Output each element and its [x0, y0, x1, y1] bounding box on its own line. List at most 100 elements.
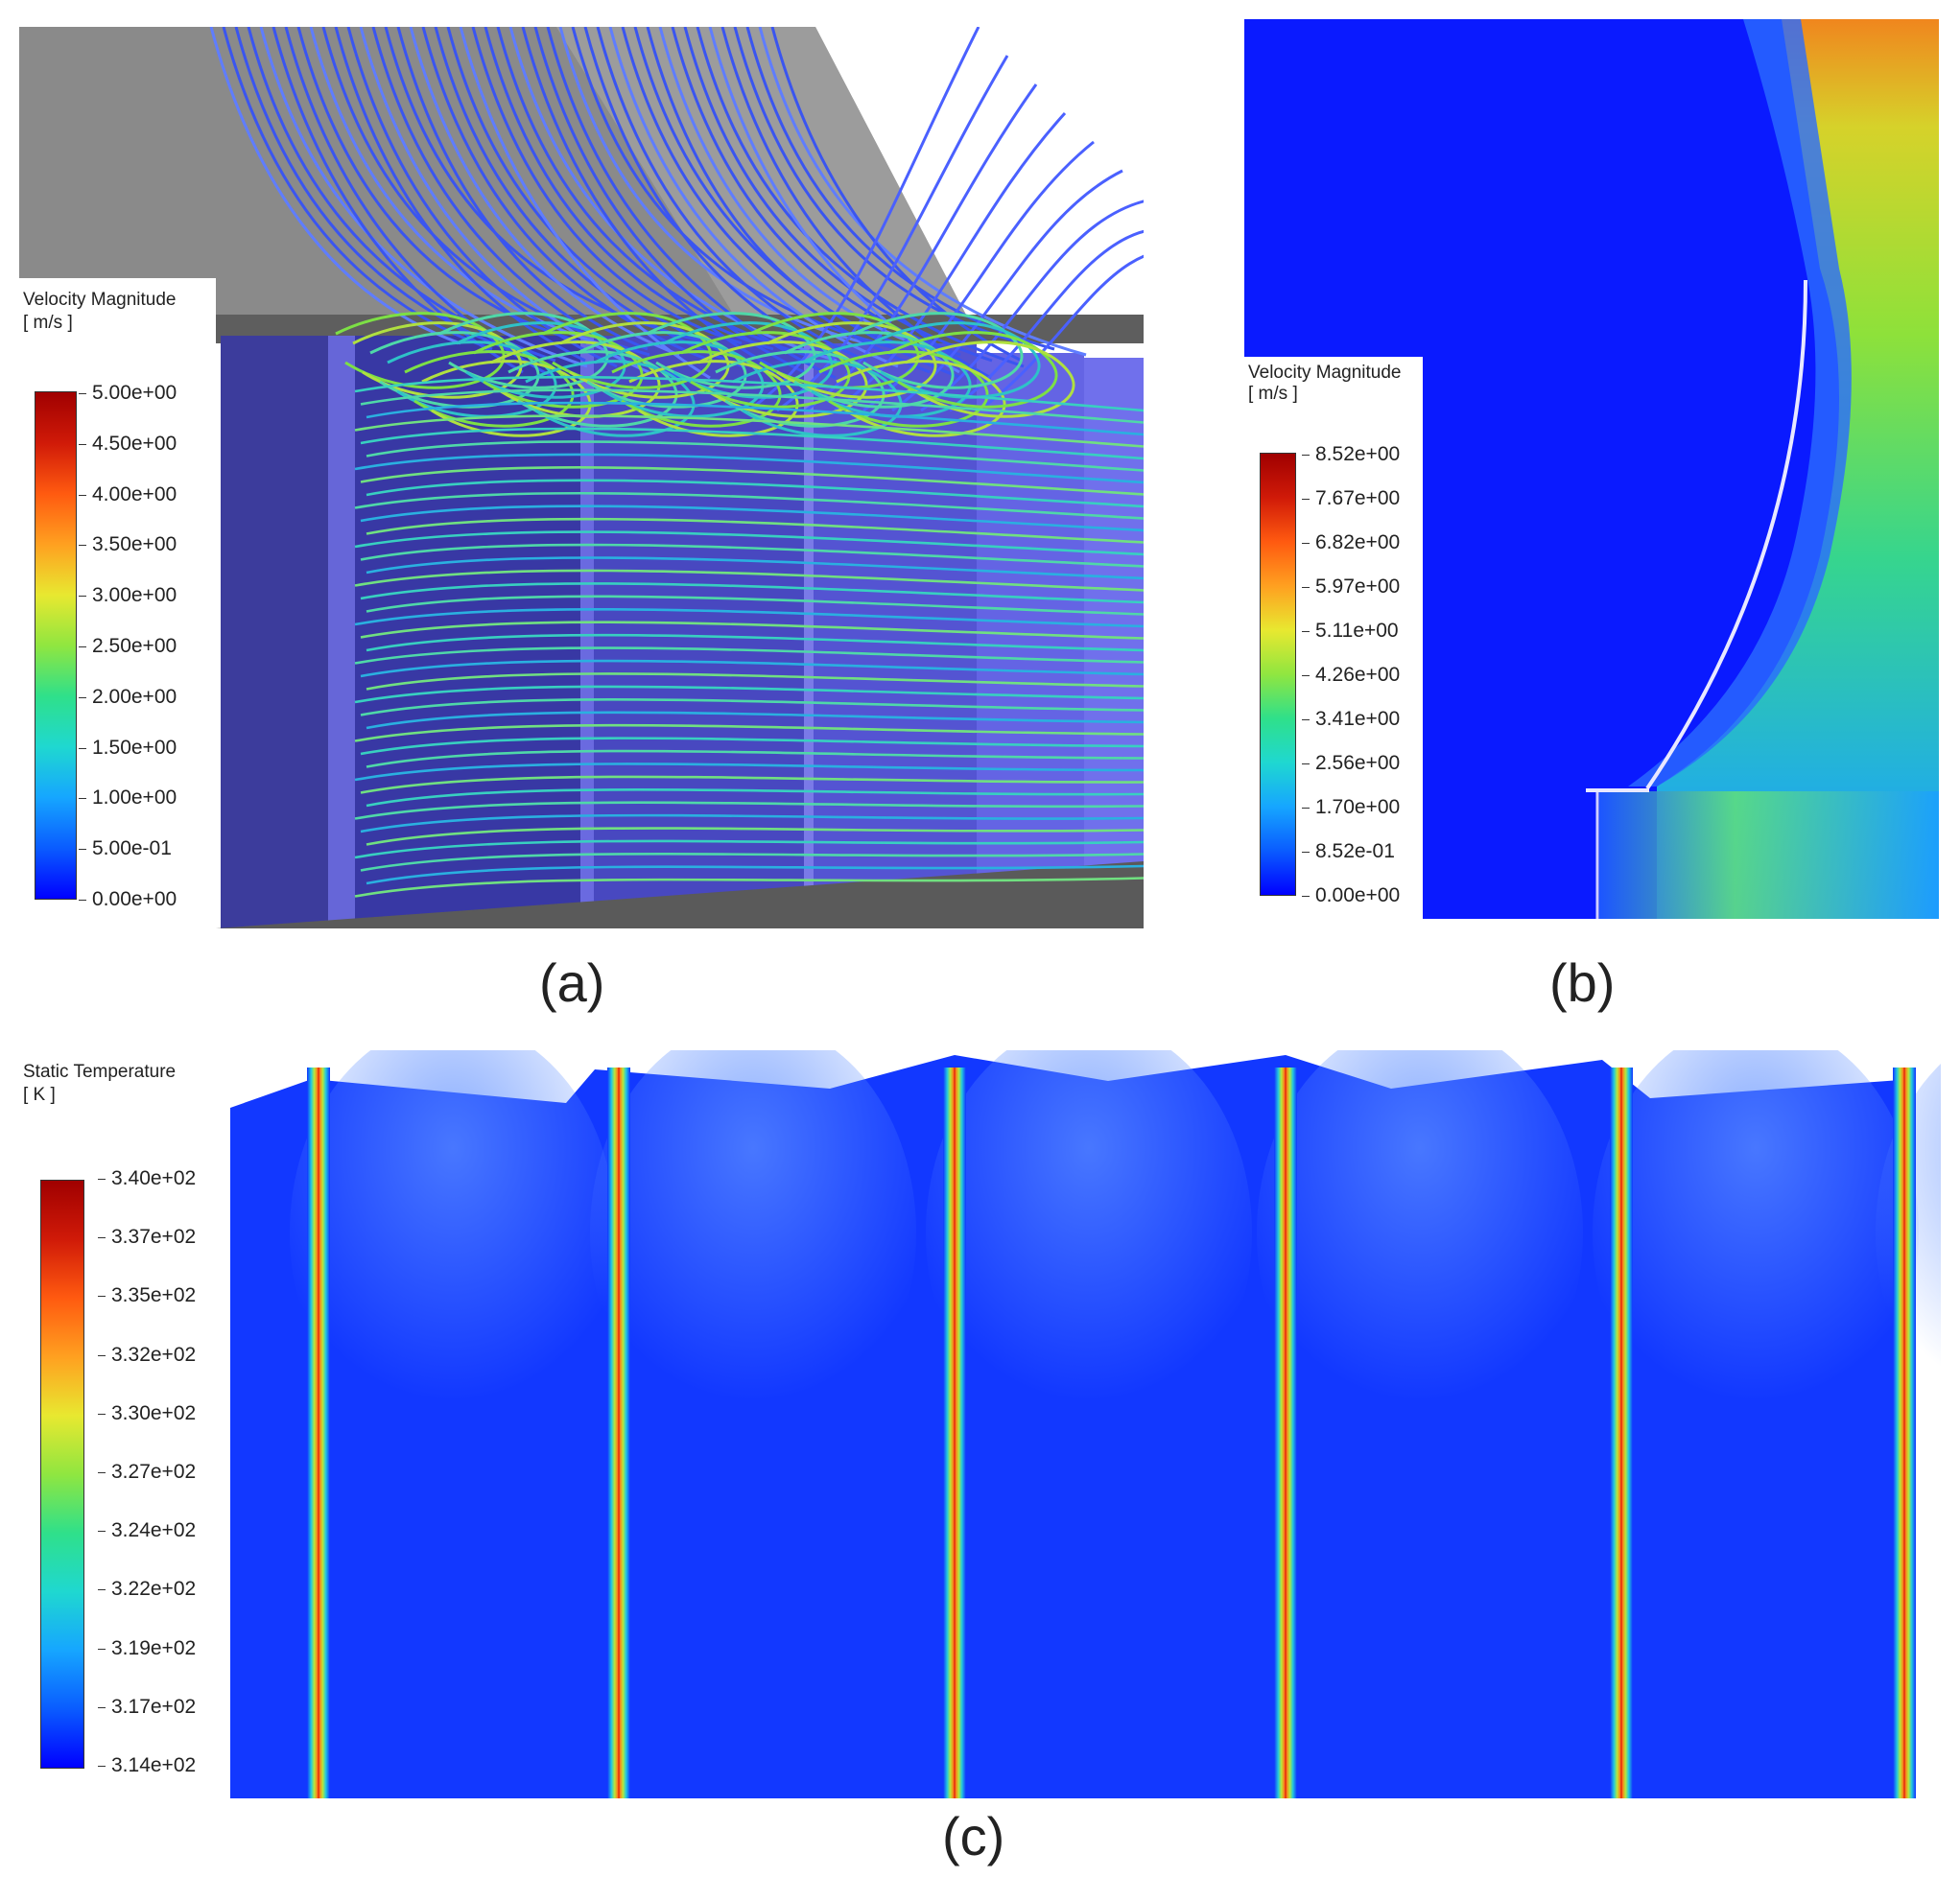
streamline-outer	[949, 229, 1144, 412]
legend-b-title-2: [ m/s ]	[1248, 384, 1298, 404]
legend-b-tick-mark	[1302, 763, 1310, 764]
legend-c-title-1: Static Temperature	[23, 1062, 177, 1082]
panel-c-temperature-contour: Static Temperature [ K ] 3.40e+02 3.37e+0…	[19, 1050, 1941, 1798]
legend-a-tick-label: 4.50e+00	[92, 432, 177, 455]
jet-shear-layer	[1628, 19, 1852, 786]
streamline-horizontal	[360, 775, 1144, 794]
legend-b-tick-label: 3.41e+00	[1315, 708, 1401, 730]
streamline-horizontal	[354, 839, 1144, 859]
streamline-horizontal	[354, 569, 1144, 592]
streamline-horizontal	[366, 827, 1144, 846]
streamline-vortex	[887, 331, 1058, 409]
legend-c-tick-label: 3.19e+02	[111, 1636, 197, 1659]
warm-plume	[590, 1050, 916, 1443]
streamline-descending	[209, 27, 461, 345]
legend-c-tick-mark	[98, 1296, 106, 1298]
heater-band	[1274, 1068, 1297, 1798]
streamline-horizontal	[366, 479, 1144, 508]
legend-c-tick-label: 3.30e+02	[111, 1401, 197, 1424]
legend-c-tick-mark	[98, 1589, 106, 1591]
legend-c-tick-mark	[98, 1766, 106, 1767]
legend-a-tick-label: 0.00e+00	[92, 888, 177, 910]
streamline-descending	[733, 27, 1024, 345]
legend-a-tick-mark	[79, 596, 86, 598]
streamline-horizontal	[354, 453, 1144, 484]
streamline-horizontal	[366, 401, 1144, 436]
legend-a-tick-label: 1.50e+00	[92, 736, 177, 759]
streamline-horizontal	[360, 466, 1144, 496]
streamline-outer	[747, 27, 980, 412]
caption-c: (c)	[942, 1806, 1005, 1866]
legend-a: Velocity Magnitude [ m/s ] 5.00e+00 4.50e…	[19, 278, 216, 928]
legend-b-tick-label: 4.26e+00	[1315, 664, 1401, 686]
legend-c-tick-label: 3.24e+02	[111, 1519, 197, 1542]
legend-a-tick-mark	[79, 545, 86, 547]
streamline-vortex	[628, 360, 799, 437]
streamline-descending	[571, 27, 900, 351]
legend-b-tick-mark	[1302, 499, 1310, 500]
wall-panel-1	[221, 336, 345, 928]
panel-a-streamlines: Velocity Magnitude [ m/s ] 5.00e+00 4.50e…	[19, 27, 1144, 928]
heater-band	[607, 1068, 630, 1798]
streamline-descending	[533, 27, 805, 374]
legend-b-tick-mark	[1302, 455, 1310, 456]
streamline-descending	[770, 27, 1023, 363]
panel-b-velocity-contour: Velocity Magnitude [ m/s ] 8.52e+00 7.67e…	[1244, 19, 1939, 919]
legend-c-tick-mark	[98, 1531, 106, 1533]
streamline-descending	[521, 27, 773, 368]
legend-a-tick-label: 3.00e+00	[92, 584, 177, 607]
heater-bands	[307, 1068, 1916, 1798]
streamline-horizontal	[354, 685, 1144, 704]
legend-b-tick-mark	[1302, 896, 1310, 897]
streamline-descending	[334, 27, 586, 363]
streamline-horizontal	[354, 530, 1144, 556]
streamline-descending	[396, 27, 649, 351]
legend-b-tick-label: 0.00e+00	[1315, 884, 1401, 906]
heater-band	[943, 1068, 966, 1798]
streamline-horizontal	[360, 621, 1144, 640]
streamline-vortex	[611, 350, 782, 428]
streamline-descending	[720, 27, 992, 380]
warm-plumes	[290, 1050, 1941, 1443]
legend-c-tick-mark	[98, 1648, 106, 1650]
legend-b-tick-label: 7.67e+00	[1315, 487, 1401, 509]
streamline-horizontal	[354, 763, 1144, 782]
wall-strip-1	[328, 336, 355, 928]
streamline-horizontal	[366, 440, 1144, 472]
legend-b-tick-label: 6.82e+00	[1315, 531, 1401, 553]
streamline-horizontal	[354, 375, 1144, 412]
streamline-horizontal	[366, 595, 1144, 616]
legend-b-tick-mark	[1302, 675, 1310, 676]
colorbar-c	[40, 1180, 84, 1769]
legend-a-tick-label: 5.00e+00	[92, 382, 177, 404]
legend-b-tick-mark	[1302, 852, 1310, 853]
legend-b-title-1: Velocity Magnitude	[1248, 363, 1402, 383]
streamline-horizontal	[360, 543, 1144, 568]
streamline-horizontal	[360, 737, 1144, 756]
legend-c-tick-label: 3.35e+02	[111, 1284, 197, 1307]
streamline-outer	[978, 254, 1144, 412]
legend-a-tick-mark	[79, 900, 86, 901]
streamline-horizontal	[360, 582, 1144, 604]
heater-band	[1610, 1068, 1633, 1798]
legend-c-tick-label: 3.14e+02	[111, 1754, 197, 1776]
legend-a-title-1: Velocity Magnitude	[23, 290, 177, 310]
legend-c-tick-mark	[98, 1354, 106, 1356]
streamlines-group	[209, 27, 1144, 898]
streamline-horizontal	[354, 607, 1144, 628]
deflector-wall	[1645, 279, 1807, 790]
legend-a-tick-mark	[79, 696, 86, 698]
caption-a: (a)	[539, 952, 605, 1013]
legend-b-tick-label: 5.97e+00	[1315, 575, 1401, 598]
streamline-horizontal	[366, 711, 1144, 730]
colorbar-a	[35, 391, 77, 900]
legend-c-title-2: [ K ]	[23, 1085, 56, 1105]
streamline-outer	[834, 111, 1067, 412]
legend-a-tick-mark	[79, 849, 86, 851]
legend-b-tick-label: 8.52e+00	[1315, 443, 1401, 465]
warm-plume	[1257, 1050, 1583, 1443]
legend-b-tick-label: 2.56e+00	[1315, 752, 1401, 774]
streamline-horizontal	[354, 723, 1144, 742]
streamline-vortex	[836, 360, 1006, 437]
legend-c-tick-label: 3.27e+02	[111, 1461, 197, 1483]
